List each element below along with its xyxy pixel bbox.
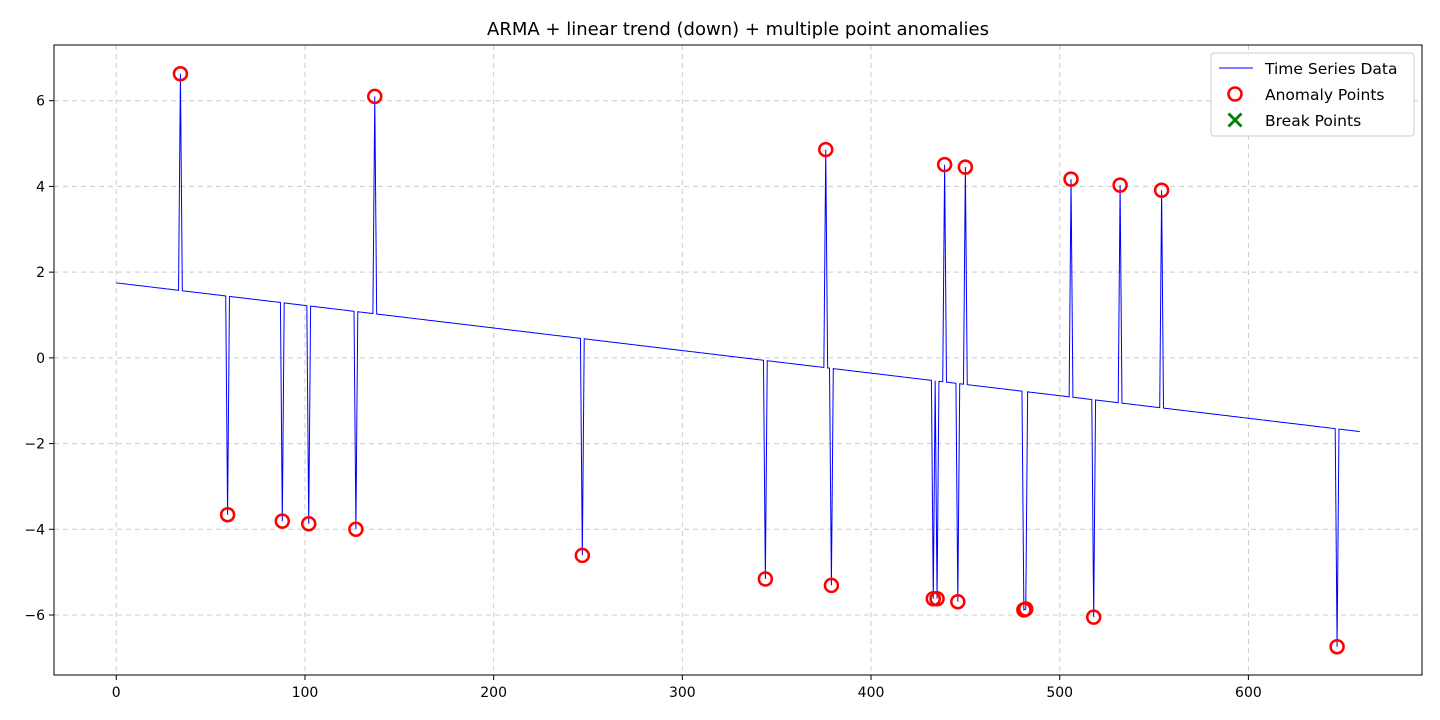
anomaly-point bbox=[929, 590, 945, 607]
anomaly-markers bbox=[172, 65, 1345, 655]
x-tick-label: 300 bbox=[669, 685, 696, 701]
x-tick-label: 600 bbox=[1235, 685, 1262, 701]
anomaly-point bbox=[300, 515, 317, 532]
anomaly-point bbox=[936, 156, 953, 173]
legend: Time Series Data Anomaly Points Break Poin… bbox=[1210, 52, 1415, 137]
anomaly-point bbox=[1329, 638, 1345, 655]
grid bbox=[54, 45, 1422, 675]
x-tick-label: 500 bbox=[1046, 685, 1073, 701]
anomaly-point bbox=[1063, 171, 1079, 187]
x-tick-label: 0 bbox=[112, 685, 121, 701]
anomaly-point bbox=[574, 547, 591, 564]
x-tick-label: 200 bbox=[480, 685, 507, 701]
anomaly-point bbox=[1112, 177, 1128, 193]
anomaly-point bbox=[950, 593, 966, 610]
x-tick-label: 100 bbox=[292, 685, 319, 701]
legend-swatch-circle bbox=[1227, 86, 1243, 102]
y-tick-label: −4 bbox=[24, 522, 45, 538]
y-tick-label: 2 bbox=[36, 265, 45, 281]
series-line-group bbox=[116, 73, 1360, 647]
series-line bbox=[116, 73, 1360, 647]
legend-label: Anomaly Points bbox=[1265, 86, 1384, 104]
anomaly-point bbox=[348, 521, 364, 538]
anomaly-point bbox=[817, 141, 834, 158]
anomaly-point bbox=[274, 513, 291, 529]
anomaly-point bbox=[172, 65, 189, 82]
legend-label: Break Points bbox=[1265, 112, 1361, 130]
y-tick-label: −6 bbox=[24, 608, 45, 624]
chart-title: ARMA + linear trend (down) + multiple po… bbox=[487, 19, 989, 40]
anomaly-point bbox=[957, 159, 974, 175]
plot-frame bbox=[53, 44, 1423, 676]
anomaly-point bbox=[1018, 601, 1034, 617]
y-tick-label: −2 bbox=[24, 437, 45, 453]
legend-label: Time Series Data bbox=[1264, 60, 1397, 78]
y-tick-label: 4 bbox=[36, 179, 45, 195]
anomaly-point bbox=[1085, 609, 1102, 625]
legend-box bbox=[1210, 52, 1415, 137]
anomaly-point bbox=[367, 88, 383, 105]
legend-swatch-x bbox=[1227, 112, 1243, 128]
y-tick-label: 6 bbox=[36, 94, 45, 110]
anomaly-point bbox=[823, 577, 840, 594]
anomaly-point bbox=[757, 571, 774, 587]
anomaly-point bbox=[219, 506, 236, 523]
anomaly-point bbox=[1153, 182, 1170, 199]
x-tick-label: 400 bbox=[858, 685, 885, 701]
y-axis: −6 −4 −2 0 2 4 6 bbox=[24, 94, 54, 624]
x-axis: 0 100 200 300 400 500 600 bbox=[112, 675, 1262, 701]
y-tick-label: 0 bbox=[36, 351, 45, 367]
